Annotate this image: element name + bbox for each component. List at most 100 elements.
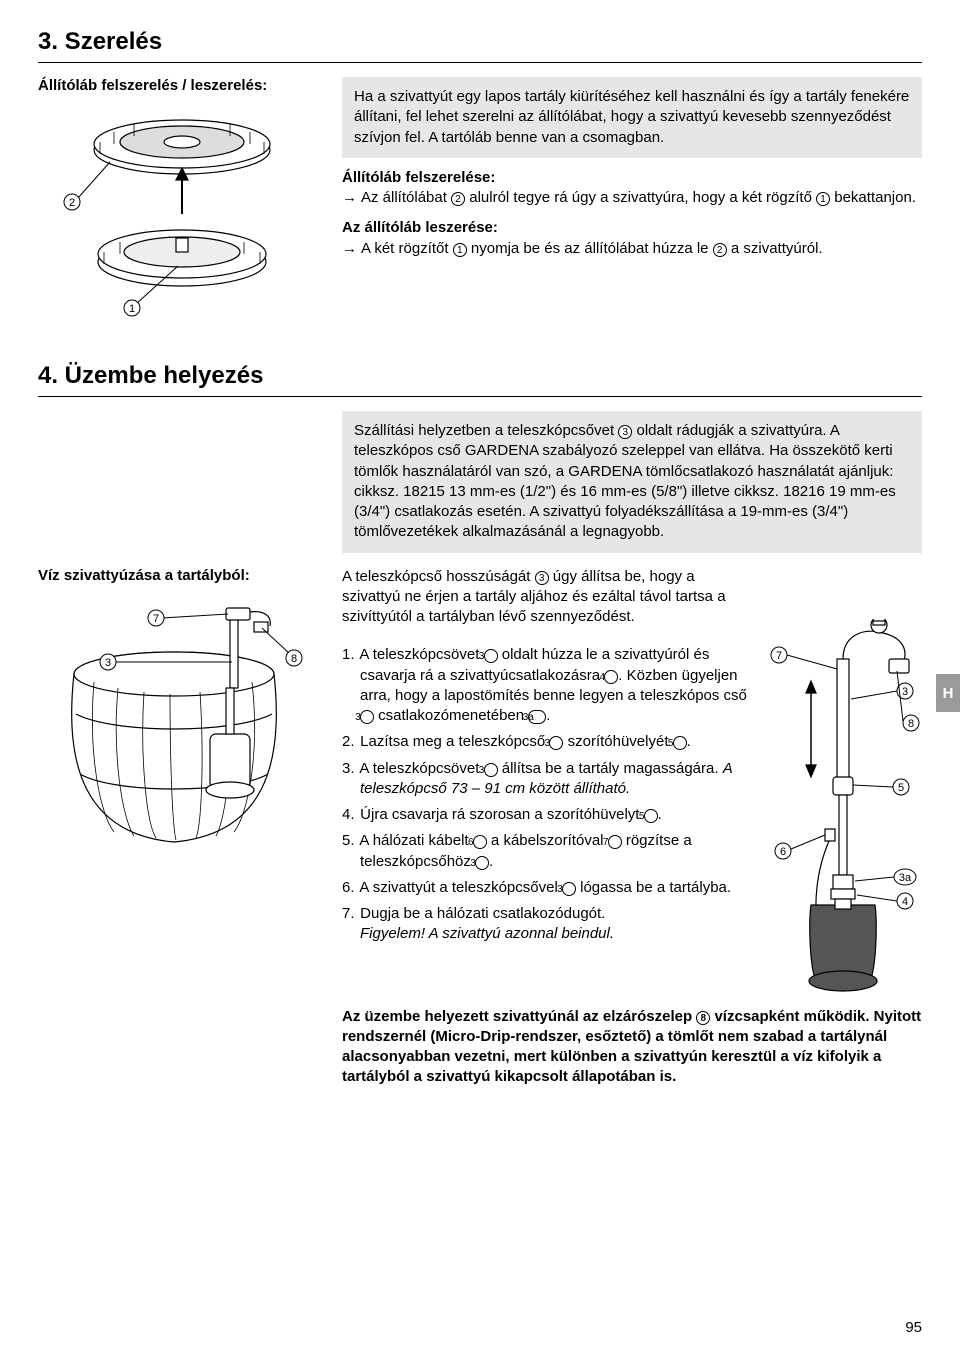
s2b: szorítóhüvelyét xyxy=(563,733,672,750)
s2n: 2. xyxy=(342,732,356,752)
circ-2: 2 xyxy=(451,192,465,206)
step-7: 7. Dugja be a hálózati csatlakozódugót. … xyxy=(342,904,750,945)
s7i: Figyelem! A szivattyú azonnal beindul. xyxy=(360,925,614,942)
s2c2: 5 xyxy=(673,736,687,750)
s1a: A teleszkópcsövet xyxy=(359,646,483,663)
step-5: 5. A hálózati kábelt 6 a kábelszorítóval… xyxy=(342,831,750,872)
section4-row2-right: A teleszkópcső hosszúságát 3 úgy állítsa… xyxy=(342,567,922,999)
svg-text:8: 8 xyxy=(291,653,297,665)
s7n: 7. xyxy=(342,904,356,924)
svg-text:3a: 3a xyxy=(899,872,912,884)
para2-bold: Az állítóláb leszerése: xyxy=(342,219,498,236)
circ-2b: 2 xyxy=(713,243,727,257)
s3a: A teleszkópcsövet xyxy=(359,760,483,777)
gb-bold2: cikksz. 18216 xyxy=(734,483,825,500)
cl-a: Az üzembe helyezett szivattyúnál az elzá… xyxy=(342,1008,696,1025)
section3-left-label: Állítóláb felszerelés / leszerelés: xyxy=(38,77,330,94)
s1d: csatlakozómenetében xyxy=(374,707,528,724)
closing-text: Az üzembe helyezett szivattyúnál az elzá… xyxy=(342,1007,922,1088)
circ-1b: 1 xyxy=(453,243,467,257)
section3-title: 3. Szerelés xyxy=(38,28,922,56)
section4-closing-row: Az üzembe helyezett szivattyúnál az elzá… xyxy=(38,999,922,1088)
section4-title: 4. Üzembe helyezés xyxy=(38,362,922,390)
diagram-foot-assembly: 2 1 xyxy=(38,102,330,322)
s5c1: 6 xyxy=(473,835,487,849)
section3-graybox: Ha a szivattyút egy lapos tartály kiürít… xyxy=(342,77,922,158)
section3-leftcol: Állítóláb felszerelés / leszerelés: xyxy=(38,77,330,322)
section4-rightdiagram: 7 3 8 5 6 3a 4 xyxy=(760,567,922,999)
step-4: 4. Újra csavarja rá szorosan a szorítóhü… xyxy=(342,805,750,825)
s6c1: 3 xyxy=(562,882,576,896)
s1c2: 4 xyxy=(604,670,618,684)
section4-row1-left xyxy=(38,411,330,553)
svg-text:4: 4 xyxy=(902,896,908,908)
s2a: Lazítsa meg a teleszkópcső xyxy=(360,733,549,750)
s4n: 4. xyxy=(342,805,356,825)
step-3: 3. A teleszkópcsövet 3 állítsa be a tart… xyxy=(342,759,750,800)
svg-text:1: 1 xyxy=(129,303,135,315)
step-6: 6. A szivattyút a teleszkópcsővel 3 lóga… xyxy=(342,878,750,898)
closing-right: Az üzembe helyezett szivattyúnál az elzá… xyxy=(342,999,922,1088)
mp-a: A teleszkópcső hosszúságát xyxy=(342,568,535,585)
circ-3b: 3 xyxy=(535,571,549,585)
svg-text:8: 8 xyxy=(908,718,914,730)
diagram-telescopic: 7 3 8 5 6 3a 4 xyxy=(760,619,922,999)
middle-para: A teleszkópcső hosszúságát 3 úgy állítsa… xyxy=(342,567,750,628)
section4-row2-left: Víz szivattyúzása a tartályból: xyxy=(38,567,330,999)
svg-text:2: 2 xyxy=(69,197,75,209)
svg-text:6: 6 xyxy=(780,846,786,858)
s2c1: 3 xyxy=(549,736,563,750)
para2-arrow xyxy=(342,240,361,257)
diagram-barrel: 7 3 8 xyxy=(38,604,330,864)
s4b: . xyxy=(658,806,662,823)
s1n: 1. xyxy=(342,645,356,665)
s6a: A szivattyút a teleszkópcsővel xyxy=(359,879,562,896)
circ-3: 3 xyxy=(618,425,632,439)
para2-b: nyomja be és az állítólábat húzza le xyxy=(467,240,713,257)
section4-row2: Víz szivattyúzása a tartályból: xyxy=(38,567,922,999)
s3n: 3. xyxy=(342,759,356,779)
section4-midcol: A teleszkópcső hosszúságát 3 úgy állítsa… xyxy=(342,567,750,999)
s5c2: 7 xyxy=(608,835,622,849)
s5n: 5. xyxy=(342,831,356,851)
section4-rule xyxy=(38,396,922,397)
s7a: Dugja be a hálózati csatlakozódugót. xyxy=(360,905,605,922)
para1-arrow xyxy=(342,189,361,206)
svg-text:7: 7 xyxy=(776,650,782,662)
s4a: Újra csavarja rá szorosan a szorítóhüvel… xyxy=(360,806,643,823)
para1-a: Az állítólábat xyxy=(361,189,451,206)
s4c1: 5 xyxy=(644,809,658,823)
closing-left xyxy=(38,999,330,1088)
s5b: a kábelszorítóval xyxy=(487,832,608,849)
section3-row: Állítóláb felszerelés / leszerelés: xyxy=(38,77,922,322)
s2c: . xyxy=(687,733,691,750)
s6n: 6. xyxy=(342,878,356,898)
s1c1: 3 xyxy=(484,649,498,663)
svg-text:5: 5 xyxy=(898,782,904,794)
s3b: állítsa be a tartály magasságára. xyxy=(498,760,723,777)
s5a: A hálózati kábelt xyxy=(359,832,472,849)
section3-rule xyxy=(38,62,922,63)
circ-8: 8 xyxy=(696,1011,710,1025)
para1-c: bekattanjon. xyxy=(830,189,916,206)
gb-c: 13 mm-es (1/2") és 16 mm-es (5/8") illet… xyxy=(445,483,734,500)
section3-rightcol: Ha a szivattyút egy lapos tartály kiürít… xyxy=(342,77,922,322)
s3c1: 3 xyxy=(484,763,498,777)
s1e: . xyxy=(546,707,550,724)
step-2: 2. Lazítsa meg a teleszkópcső 3 szorítóh… xyxy=(342,732,750,752)
s6b: lógassa be a tartályba. xyxy=(576,879,731,896)
s1c4: 3a xyxy=(528,710,546,724)
s5c3: 3 xyxy=(475,856,489,870)
section3-para2: Az állítóláb leszerése: A két rögzítőt 1… xyxy=(342,218,922,259)
svg-text:7: 7 xyxy=(153,613,159,625)
circ-1: 1 xyxy=(816,192,830,206)
gb-bold1: cikksz. 18215 xyxy=(354,483,445,500)
step-1: 1. A teleszkópcsövet 3 oldalt húzza le a… xyxy=(342,645,750,726)
section4-row1-right: Szállítási helyzetben a teleszkópcsővet … xyxy=(342,411,922,553)
svg-text:3: 3 xyxy=(105,657,111,669)
section4-graybox: Szállítási helyzetben a teleszkópcsővet … xyxy=(342,411,922,553)
side-tab: H xyxy=(936,674,960,712)
section3-para1: Állítóláb felszerelése: Az állítólábat 2… xyxy=(342,168,922,209)
section4-left-label: Víz szivattyúzása a tartályból: xyxy=(38,567,330,584)
gb-a: Szállítási helyzetben a teleszkópcsővet xyxy=(354,422,618,439)
